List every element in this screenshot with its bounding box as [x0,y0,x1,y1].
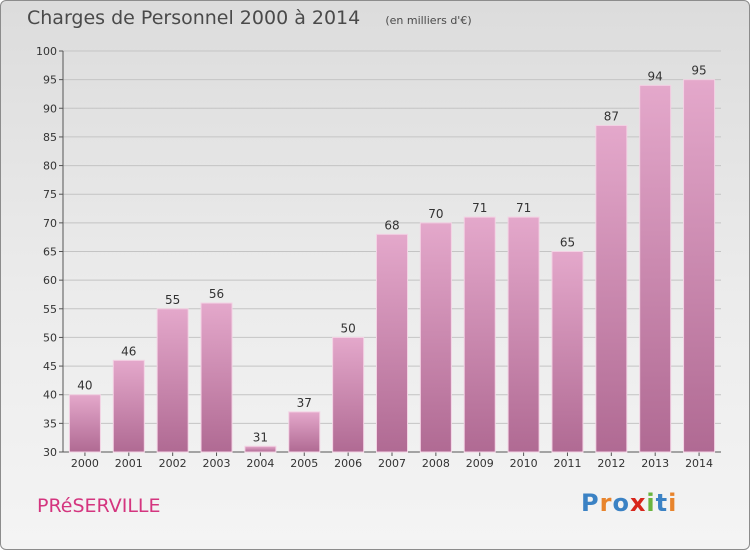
y-tick-label: 50 [43,331,57,344]
x-tick-label: 2013 [641,457,669,470]
bar [200,302,233,453]
bar-value-label: 55 [165,293,180,307]
chart-header: Charges de Personnel 2000 à 2014 (en mil… [27,7,472,29]
y-tick-label: 95 [43,74,57,87]
bar [112,359,145,453]
bar [463,216,496,453]
y-tick-label: 60 [43,274,57,287]
bar-value-label: 70 [428,207,443,221]
chart-unit: (en milliers d'€) [385,14,472,27]
x-tick-label: 2004 [246,457,274,470]
y-tick-label: 85 [43,131,57,144]
logo-letter: t [655,489,669,517]
y-tick-label: 100 [36,45,57,58]
bar [288,411,321,453]
bar [507,216,540,453]
x-tick-label: 2006 [334,457,362,470]
bars [68,79,716,453]
y-tick-label: 30 [43,446,57,459]
bar-value-label: 56 [209,287,224,301]
y-tick-label: 65 [43,246,57,259]
bar-value-label: 95 [691,64,706,78]
bar-value-label: 68 [384,218,399,232]
x-tick-label: 2000 [71,457,99,470]
x-tick-label: 2010 [510,457,538,470]
bar [595,124,628,453]
bar [156,308,189,453]
y-tick-label: 45 [43,360,57,373]
labels: 30 35 40 45 50 55 60 65 70 75 80 85 90 95 100 40 2000 46 2… [36,45,713,470]
bar-value-label: 46 [121,344,136,358]
logo-letter: x [629,489,647,517]
bar [332,336,365,453]
y-tick-label: 70 [43,217,57,230]
bar-value-label: 31 [253,430,268,444]
bar [68,394,101,453]
logo-letter: r [599,489,613,517]
x-tick-label: 2001 [115,457,143,470]
logo-letter: i [646,489,656,517]
x-tick-label: 2009 [466,457,494,470]
x-tick-label: 2012 [597,457,625,470]
x-tick-label: 2008 [422,457,450,470]
logo-letter: o [612,489,630,517]
y-tick-label: 75 [43,188,57,201]
proxiti-logo: Proxiti [581,489,677,517]
logo-letter: i [668,489,678,517]
bar [683,79,716,453]
bar-value-label: 65 [560,236,575,250]
x-tick-label: 2014 [685,457,713,470]
x-tick-label: 2002 [159,457,187,470]
y-tick-label: 35 [43,417,57,430]
bar [244,445,277,453]
y-tick-label: 55 [43,303,57,316]
y-tick-label: 40 [43,389,57,402]
x-tick-label: 2007 [378,457,406,470]
bar [419,222,452,453]
bar [639,84,672,453]
y-tick-label: 80 [43,160,57,173]
bar-value-label: 87 [604,109,619,123]
y-tick-label: 90 [43,102,57,115]
bar-value-label: 71 [472,201,487,215]
x-tick-label: 2005 [290,457,318,470]
chart-title: Charges de Personnel 2000 à 2014 [27,7,361,29]
bar-value-label: 71 [516,201,531,215]
x-tick-label: 2003 [203,457,231,470]
bar-value-label: 50 [340,321,355,335]
commune-name: PRéSERVILLE [37,495,161,517]
bar-value-label: 40 [77,379,92,393]
x-tick-label: 2011 [553,457,581,470]
logo-letter: P [581,489,600,517]
bar-value-label: 37 [297,396,312,410]
bar [551,251,584,453]
bar [376,233,408,453]
bar-value-label: 94 [648,69,663,83]
